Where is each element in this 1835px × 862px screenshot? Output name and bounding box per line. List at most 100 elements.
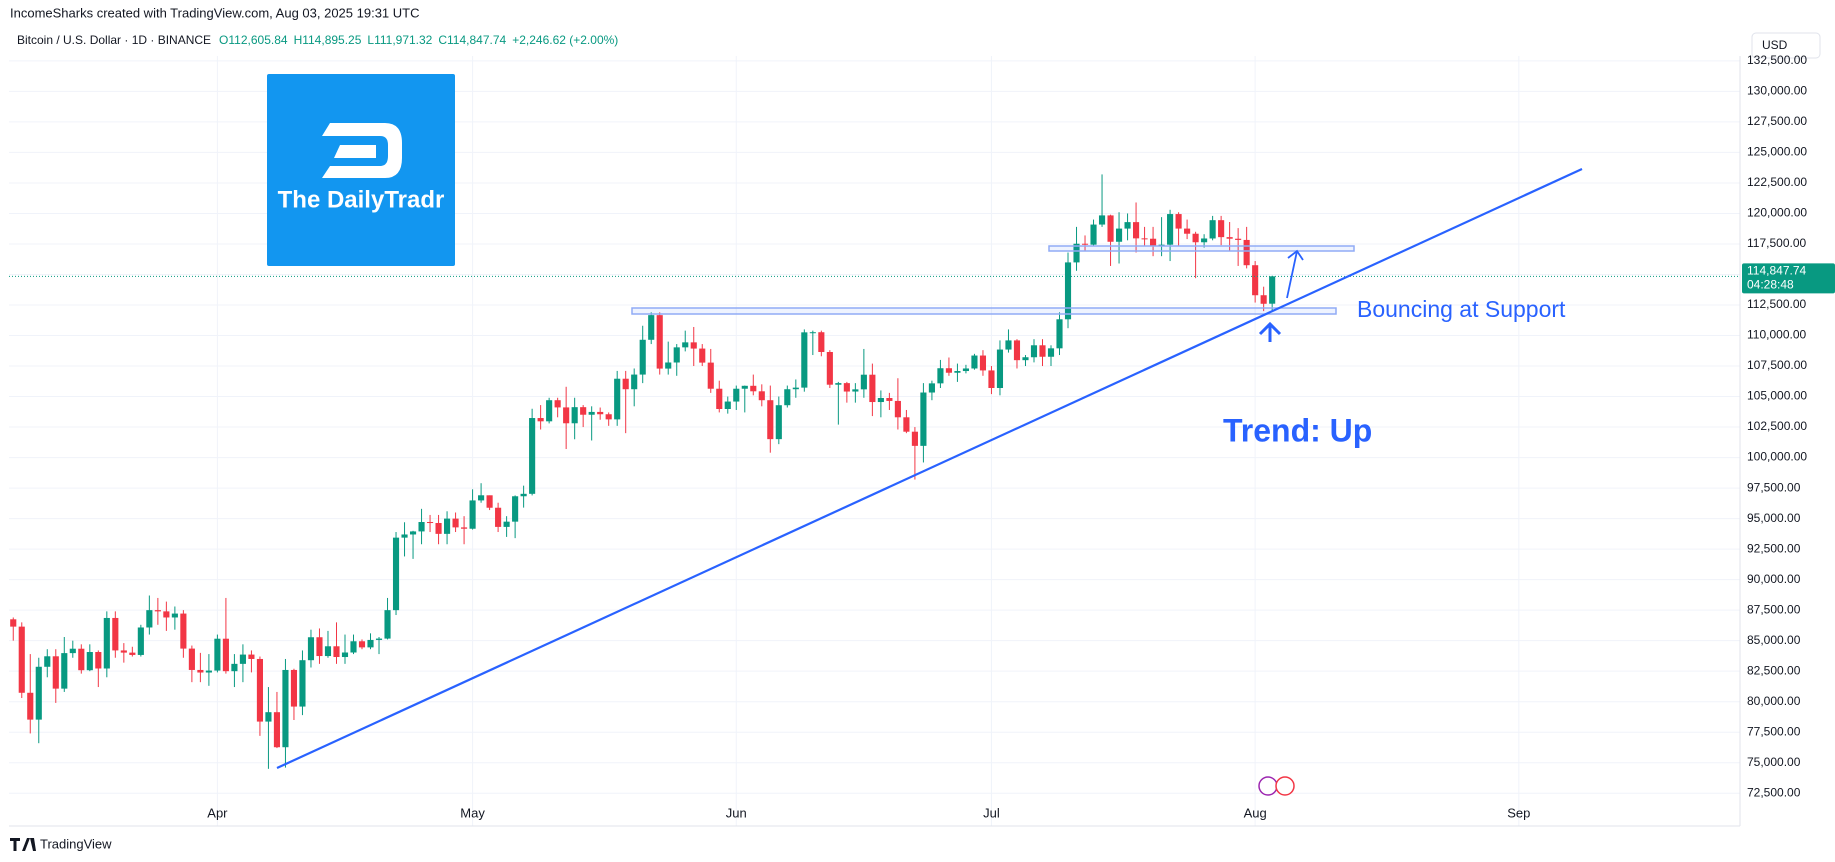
candle-body bbox=[265, 712, 272, 722]
candle-body bbox=[112, 617, 119, 651]
candle-body bbox=[299, 660, 306, 707]
event-icon[interactable] bbox=[1258, 776, 1278, 796]
candle-body bbox=[1209, 220, 1216, 239]
candle-body bbox=[852, 389, 859, 392]
axes: 72,500.00 75,000.00 77,500.00 80,000.00 82,5… bbox=[207, 53, 1835, 820]
candle-body bbox=[682, 342, 689, 348]
candle-body bbox=[648, 315, 655, 340]
candle-body bbox=[341, 652, 349, 658]
candle-body bbox=[1192, 233, 1199, 243]
candle-body bbox=[1201, 238, 1208, 243]
candle-body bbox=[1150, 238, 1157, 247]
candle-body bbox=[452, 518, 459, 528]
y-tick-label: 132,500.00 bbox=[1747, 53, 1807, 67]
candle-body bbox=[605, 414, 612, 420]
candle-body bbox=[290, 669, 298, 707]
x-tick-label: Jun bbox=[726, 805, 747, 820]
y-tick-label: 107,500.00 bbox=[1747, 358, 1807, 372]
candle-body bbox=[103, 617, 110, 669]
candle-body bbox=[61, 653, 68, 689]
last-price-box bbox=[1742, 263, 1835, 294]
candle-body bbox=[146, 610, 153, 628]
candle-body bbox=[716, 388, 723, 409]
x-tick-label: May bbox=[460, 805, 485, 820]
candle-body bbox=[529, 418, 536, 494]
candle-body bbox=[699, 348, 706, 363]
candle-body bbox=[180, 613, 187, 649]
candle-body bbox=[1235, 238, 1242, 240]
candle-body bbox=[546, 400, 553, 422]
y-tick-label: 82,500.00 bbox=[1747, 663, 1801, 677]
y-tick-label: 100,000.00 bbox=[1747, 450, 1807, 464]
candle-body bbox=[988, 370, 995, 388]
candle-body bbox=[120, 650, 127, 653]
candle-body bbox=[775, 405, 782, 440]
candle-body bbox=[188, 648, 195, 670]
currency-box[interactable] bbox=[1751, 32, 1821, 59]
candle-body bbox=[792, 387, 799, 390]
candle-body bbox=[614, 378, 621, 420]
candle-body bbox=[809, 332, 816, 334]
candle-body bbox=[486, 495, 493, 508]
candle-body bbox=[622, 378, 629, 390]
candle-body bbox=[750, 385, 757, 392]
candle-body bbox=[1081, 243, 1089, 245]
candle-body bbox=[639, 339, 646, 375]
candle-body bbox=[741, 385, 748, 389]
arrow-target bbox=[1286, 249, 1304, 299]
y-tick-label: 117,500.00 bbox=[1747, 236, 1806, 250]
y-tick-label: 120,000.00 bbox=[1747, 206, 1807, 220]
candle-body bbox=[971, 355, 978, 369]
candle-body bbox=[554, 400, 561, 408]
candle-body bbox=[954, 371, 961, 373]
candle-body bbox=[282, 669, 289, 748]
candle-body bbox=[945, 368, 952, 373]
y-tick-label: 112,500.00 bbox=[1747, 297, 1806, 311]
candle-body bbox=[248, 654, 255, 659]
candle-body bbox=[52, 656, 59, 689]
candle-body bbox=[1047, 348, 1055, 357]
candle-body bbox=[10, 619, 17, 627]
legend: Bitcoin / U.S. Dollar · 1D · BINANCE O112… bbox=[17, 33, 618, 47]
candle-body bbox=[171, 613, 178, 618]
y-tick-label: 127,500.00 bbox=[1747, 114, 1807, 128]
symbol: Bitcoin / U.S. Dollar · 1D · BINANCE bbox=[17, 33, 211, 47]
candle-body bbox=[214, 638, 221, 671]
candle-body bbox=[1064, 262, 1072, 320]
candle-body bbox=[920, 392, 927, 446]
candle-body bbox=[495, 507, 502, 527]
candle-body bbox=[401, 534, 408, 538]
event-icon[interactable] bbox=[1275, 776, 1295, 796]
candle-body bbox=[1030, 345, 1038, 358]
candle-body bbox=[273, 712, 281, 748]
candle-body bbox=[818, 332, 825, 352]
trend-line bbox=[276, 168, 1583, 769]
candle-body bbox=[520, 493, 527, 497]
candle-body bbox=[1167, 214, 1174, 245]
candle-body bbox=[631, 374, 638, 390]
y-tick-label: 130,000.00 bbox=[1747, 84, 1807, 98]
y-tick-label: 87,500.00 bbox=[1747, 602, 1801, 616]
candle-body bbox=[1090, 224, 1097, 245]
candle-body bbox=[1073, 243, 1080, 263]
candle-body bbox=[690, 342, 697, 349]
candle-body bbox=[962, 368, 970, 372]
candle-body bbox=[894, 400, 901, 418]
candle-body bbox=[1039, 345, 1046, 357]
candle-body bbox=[44, 656, 51, 667]
candle-body bbox=[937, 368, 944, 384]
candle-body bbox=[1133, 222, 1140, 239]
candle-body bbox=[86, 652, 93, 671]
candle-body bbox=[537, 418, 544, 422]
credit: IncomeSharks created with TradingView.co… bbox=[10, 5, 420, 20]
candle-body bbox=[333, 646, 340, 658]
candle-body bbox=[597, 411, 604, 415]
candle-body bbox=[1184, 228, 1191, 234]
candle-body bbox=[358, 641, 366, 648]
candles bbox=[9, 174, 1740, 769]
candle-body bbox=[478, 495, 485, 501]
candle-body bbox=[435, 522, 442, 534]
candle-body bbox=[256, 658, 263, 722]
candle-body bbox=[1243, 239, 1250, 266]
